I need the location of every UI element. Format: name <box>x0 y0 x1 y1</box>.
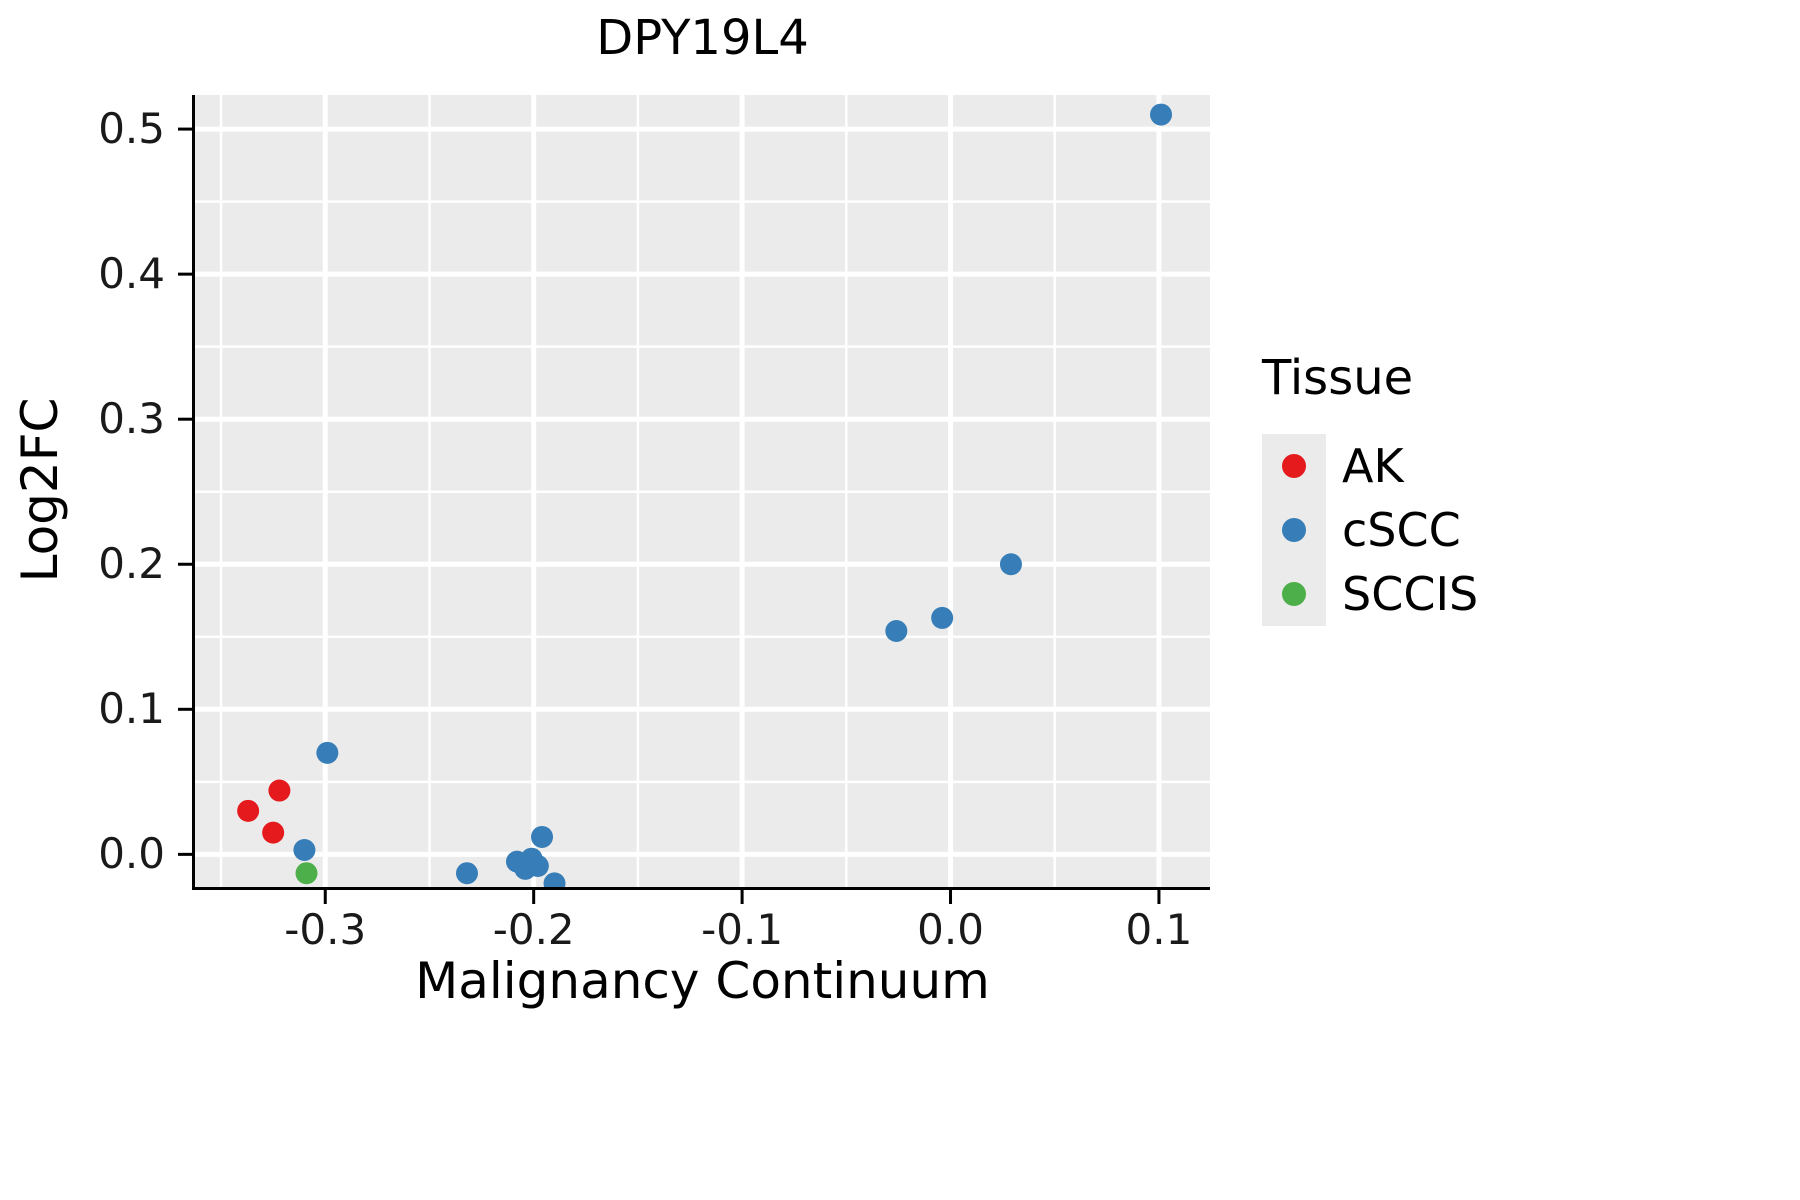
legend-entry-sccis: SCCIS <box>1262 562 1478 626</box>
legend-title: Tissue <box>1262 350 1414 406</box>
x-tick-label: -0.3 <box>284 905 367 954</box>
x-tick-label: -0.1 <box>701 905 784 954</box>
legend-key <box>1262 434 1326 498</box>
data-point-ak <box>237 799 260 822</box>
data-point-cscc <box>931 606 954 629</box>
x-tick-label: -0.2 <box>492 905 575 954</box>
y-tick-label: 0.0 <box>98 829 165 879</box>
chart-title: DPY19L4 <box>596 10 809 66</box>
data-point-cscc <box>1150 103 1173 126</box>
legend-label: SCCIS <box>1342 567 1479 621</box>
x-axis-label: Malignancy Continuum <box>415 952 990 1010</box>
legend-dot-ak <box>1282 454 1306 478</box>
legend-key <box>1262 562 1326 626</box>
y-axis-label: Log2FC <box>11 397 69 583</box>
data-point-cscc <box>885 619 908 642</box>
y-tick-label: 0.1 <box>98 684 165 734</box>
plot-panel <box>195 95 1210 887</box>
data-point-cscc <box>543 872 566 887</box>
data-point-cscc <box>999 553 1022 576</box>
x-tick-label: 0.1 <box>1125 905 1193 954</box>
legend-key <box>1262 498 1326 562</box>
y-tick-label: 0.2 <box>98 539 165 589</box>
legend-dot-cscc <box>1282 518 1306 542</box>
data-point-cscc <box>526 854 549 877</box>
legend: Tissue AK cSCC SCCIS <box>1262 350 1478 626</box>
y-tick-label: 0.5 <box>98 104 165 154</box>
data-point-ak <box>268 779 291 802</box>
panel-svg <box>195 95 1210 887</box>
y-tick-label: 0.3 <box>98 394 165 444</box>
legend-label: cSCC <box>1342 503 1461 557</box>
data-point-cscc <box>531 825 554 848</box>
x-tick-label: 0.0 <box>917 905 984 954</box>
data-point-cscc <box>316 741 339 764</box>
legend-entries: AK cSCC SCCIS <box>1262 434 1478 626</box>
y-tick-label: 0.4 <box>98 249 165 299</box>
legend-entry-cscc: cSCC <box>1262 498 1478 562</box>
data-point-cscc <box>455 862 478 885</box>
data-point-cscc <box>293 839 316 862</box>
data-point-ak <box>262 821 285 844</box>
data-point-sccis <box>295 862 318 885</box>
legend-dot-sccis <box>1282 582 1306 606</box>
legend-entry-ak: AK <box>1262 434 1478 498</box>
legend-label: AK <box>1342 439 1404 493</box>
